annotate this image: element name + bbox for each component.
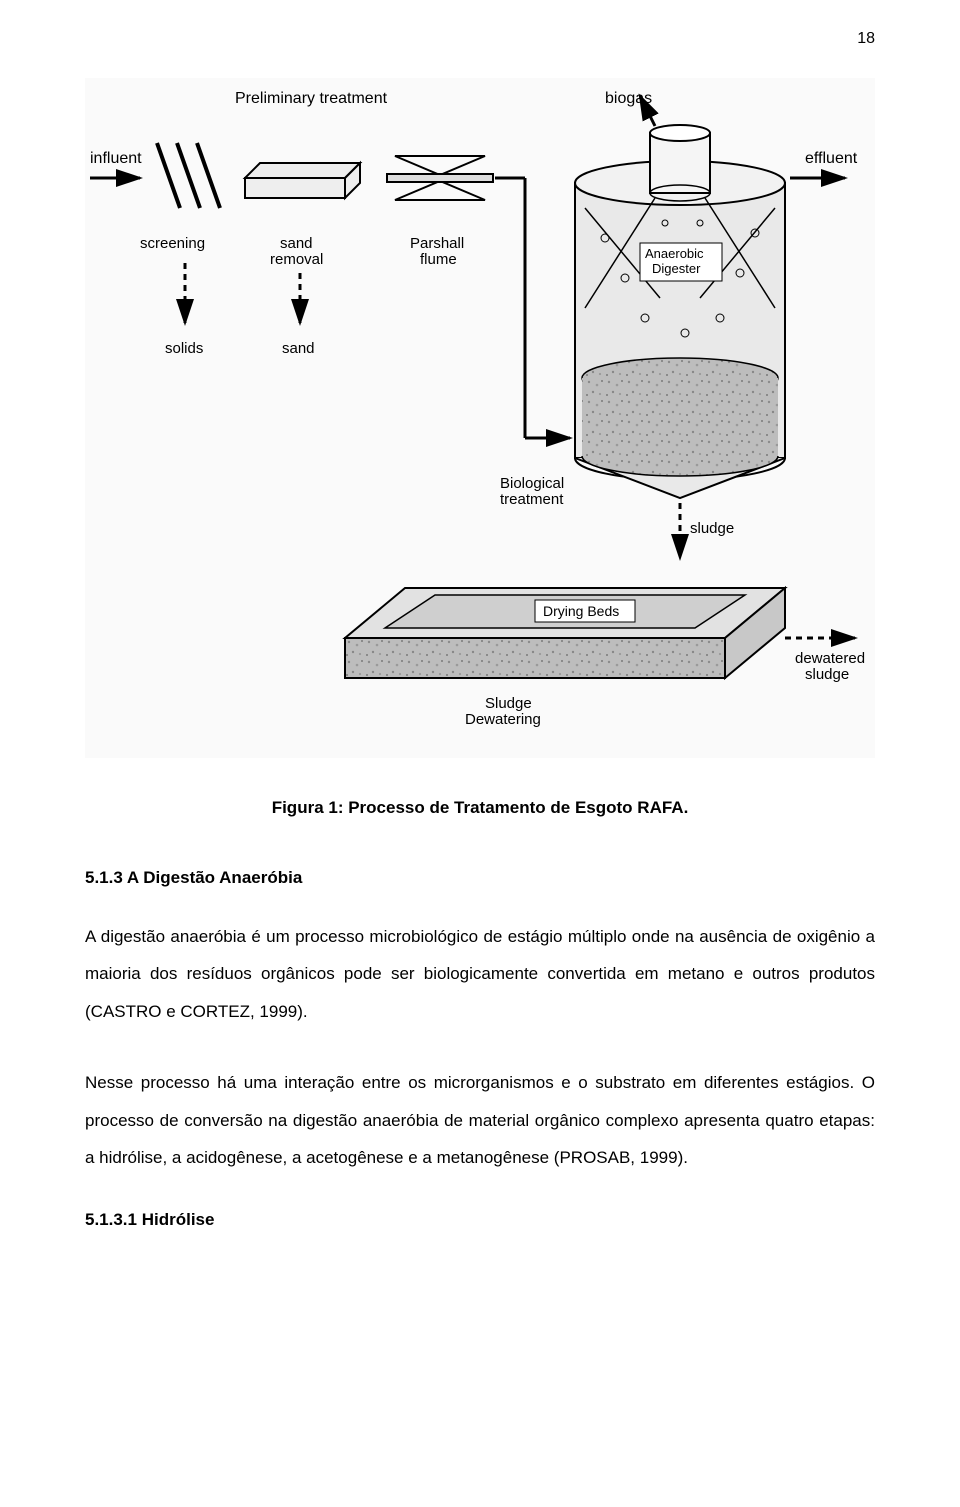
drying-beds-icon: Drying Beds [345, 588, 785, 678]
label-influent: influent [90, 150, 142, 167]
svg-text:Anaerobic Digester: Anaerobic Digester [645, 246, 707, 276]
label-solids: solids [165, 340, 203, 357]
paragraph-2: Nesse processo há uma interação entre os… [85, 1064, 875, 1176]
label-screening: screening [140, 235, 205, 252]
digester-icon: Anaerobic Digester [575, 125, 785, 498]
figure-caption: Figura 1: Processo de Tratamento de Esgo… [85, 798, 875, 818]
label-preliminary: Preliminary treatment [235, 90, 388, 107]
label-drying-beds: Drying Beds [543, 603, 619, 619]
section-heading-1: 5.1.3 A Digestão Anaeróbia [85, 868, 875, 888]
section-heading-2: 5.1.3.1 Hidrólise [85, 1210, 875, 1230]
paragraph-1: A digestão anaeróbia é um processo micro… [85, 918, 875, 1030]
page-number: 18 [85, 30, 875, 48]
label-sand: sand [282, 340, 315, 357]
sand-removal-icon [245, 163, 360, 198]
label-effluent: effluent [805, 150, 858, 167]
label-biological: Biological treatment [500, 475, 568, 508]
process-diagram: Preliminary treatment biogas influent sc… [85, 78, 875, 758]
label-sludge: sludge [690, 520, 734, 537]
